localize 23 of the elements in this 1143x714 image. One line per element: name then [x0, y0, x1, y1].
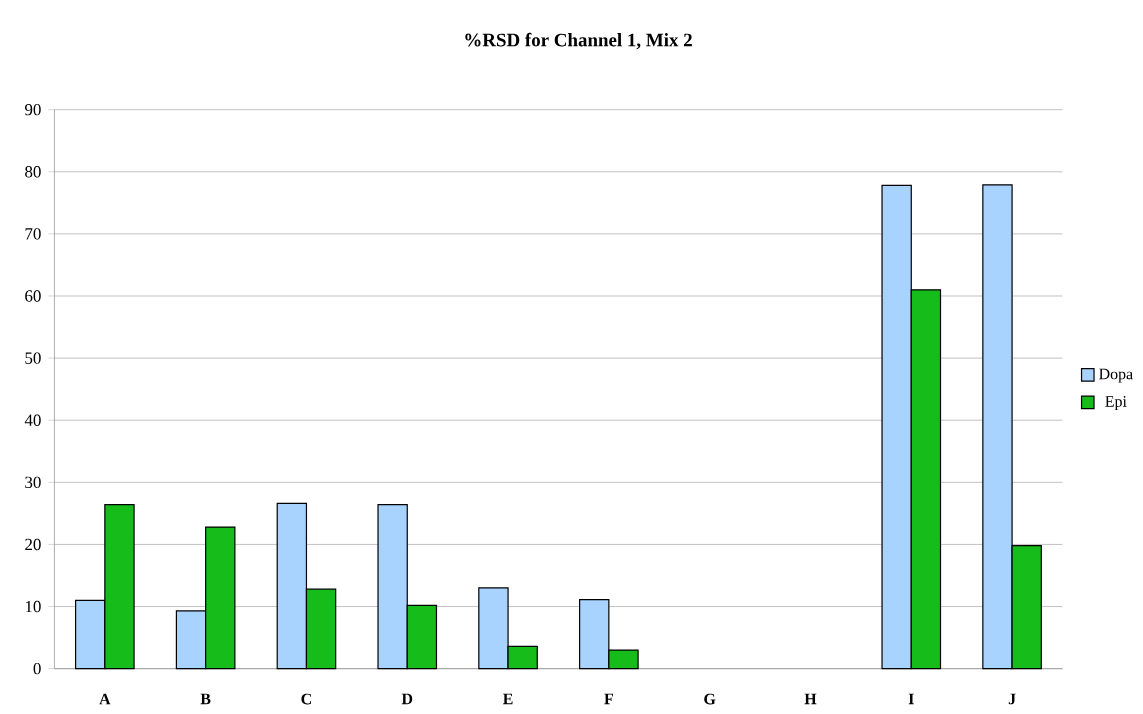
legend-label: Epi	[1105, 396, 1127, 411]
y-tick-label: 70	[25, 228, 41, 240]
x-tick-label: J	[1008, 693, 1016, 705]
x-tick-label: C	[301, 693, 311, 705]
y-tick-label: 0	[33, 662, 41, 675]
y-tick-label: 20	[25, 538, 41, 551]
x-tick-label: B	[200, 693, 211, 705]
y-tick-label: 30	[25, 476, 41, 489]
x-tick-label: D	[401, 693, 413, 705]
y-tick-label: 60	[25, 290, 41, 302]
x-tick-label: F	[604, 693, 613, 705]
x-tick-label: I	[908, 693, 914, 705]
x-tick-label: A	[99, 693, 111, 705]
legend-label: Dopa	[1099, 368, 1133, 383]
x-tick-label: G	[704, 693, 716, 705]
y-tick-label: 40	[24, 414, 41, 426]
y-tick-label: 50	[25, 352, 41, 364]
y-tick-label: 10	[25, 600, 41, 613]
y-tick-label: 80	[25, 166, 41, 178]
x-tick-label: H	[804, 693, 817, 705]
y-tick-label: 90	[24, 103, 41, 116]
x-tick-label: E	[503, 693, 513, 705]
chart-title: %RSD for Channel 1, Mix 2	[465, 32, 692, 50]
